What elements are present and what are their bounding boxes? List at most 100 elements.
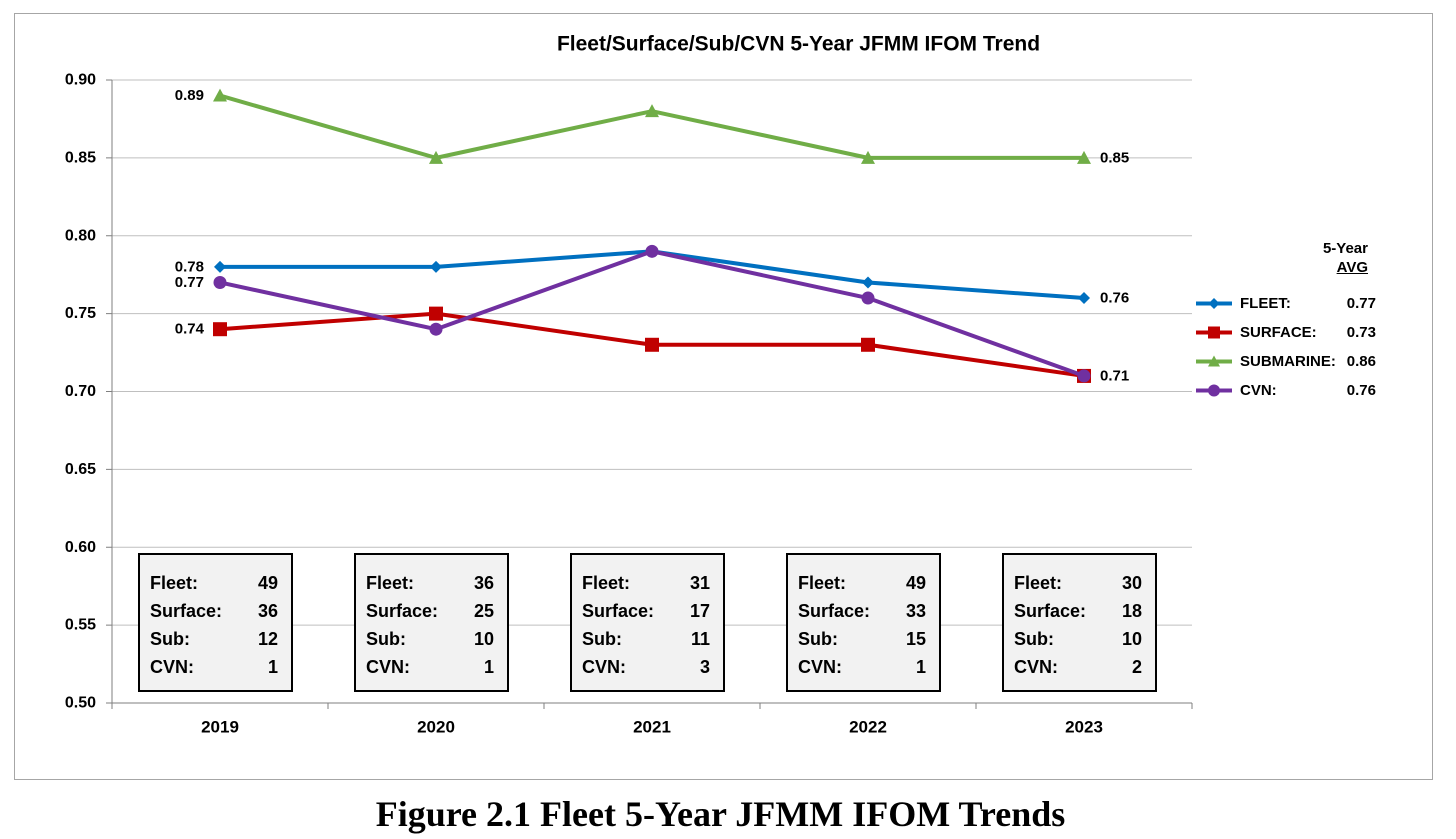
count-label: Fleet: xyxy=(150,573,199,593)
legend-series-avg: 0.76 xyxy=(1346,382,1376,399)
legend-item: CVN: 0.76 xyxy=(1196,376,1376,405)
count-value: 12 xyxy=(257,629,278,649)
figure-caption: Figure 2.1 Fleet 5-Year JFMM IFOM Trends xyxy=(375,794,1066,834)
count-row: Fleet: 30 xyxy=(1014,569,1142,597)
count-label: Surface: xyxy=(798,601,871,621)
legend-item: SUBMARINE: 0.86 xyxy=(1196,347,1376,376)
legend-header-line1: 5-Year xyxy=(1322,240,1368,257)
data-label: 0.74 xyxy=(175,321,205,338)
data-point xyxy=(429,306,443,321)
count-row: Fleet: 49 xyxy=(150,569,278,597)
count-row: CVN: 1 xyxy=(798,653,926,681)
legend-series-avg: 0.73 xyxy=(1346,324,1376,341)
count-row: CVN: 2 xyxy=(1014,653,1142,681)
y-tick-label: 0.55 xyxy=(65,617,96,634)
y-tick-label: 0.90 xyxy=(65,72,96,89)
data-point xyxy=(429,150,443,164)
count-row: Sub: 15 xyxy=(798,625,926,653)
count-box-2022: Fleet: 49 Surface: 33 Sub: 15 CVN: 1 xyxy=(786,553,941,692)
count-row: Surface: 18 xyxy=(1014,597,1142,625)
count-value: 1 xyxy=(267,657,278,677)
legend-item: SURFACE: 0.73 xyxy=(1196,318,1376,347)
data-point xyxy=(862,276,874,289)
count-value: 36 xyxy=(257,601,278,621)
count-box-2021: Fleet: 31 Surface: 17 Sub: 11 CVN: 3 xyxy=(570,553,725,692)
count-value: 31 xyxy=(689,573,710,593)
data-point xyxy=(213,88,227,102)
count-label: Surface: xyxy=(150,601,223,621)
data-point xyxy=(645,337,659,352)
data-label: 0.77 xyxy=(175,274,204,291)
legend-series-name: FLEET: xyxy=(1240,295,1291,312)
count-label: Fleet: xyxy=(366,573,415,593)
legend-swatch xyxy=(1196,384,1232,397)
count-label: CVN: xyxy=(366,657,410,677)
y-tick-label: 0.65 xyxy=(65,461,96,478)
data-label: 0.89 xyxy=(175,87,204,104)
y-tick-label: 0.75 xyxy=(65,305,96,322)
count-box-2023: Fleet: 30 Surface: 18 Sub: 10 CVN: 2 xyxy=(1002,553,1157,692)
data-label: 0.71 xyxy=(1100,367,1129,384)
data-point xyxy=(430,260,442,273)
count-row: Surface: 17 xyxy=(582,597,710,625)
legend-series-name: SURFACE: xyxy=(1240,324,1317,341)
count-label: Surface: xyxy=(1014,601,1087,621)
legend-series-name: CVN: xyxy=(1240,382,1277,399)
count-value: 15 xyxy=(905,629,926,649)
count-label: CVN: xyxy=(1014,657,1058,677)
count-row: CVN: 3 xyxy=(582,653,710,681)
count-row: Fleet: 36 xyxy=(366,569,494,597)
x-tick-label: 2021 xyxy=(633,718,671,737)
series-line-diamond xyxy=(220,249,1085,301)
count-label: Sub: xyxy=(366,629,406,649)
count-value: 10 xyxy=(473,629,494,649)
count-label: Surface: xyxy=(366,601,439,621)
count-value: 1 xyxy=(483,657,494,677)
count-label: Surface: xyxy=(582,601,655,621)
data-point xyxy=(1077,150,1091,164)
y-tick-label: 0.60 xyxy=(65,539,96,556)
count-label: CVN: xyxy=(798,657,842,677)
count-value: 2 xyxy=(1131,657,1142,677)
data-point xyxy=(213,275,227,289)
legend-swatch xyxy=(1196,326,1232,339)
count-row: Fleet: 49 xyxy=(798,569,926,597)
count-value: 10 xyxy=(1121,629,1142,649)
count-value: 18 xyxy=(1121,601,1142,621)
legend-header-line2: AVG xyxy=(1336,259,1368,276)
count-row: CVN: 1 xyxy=(366,653,494,681)
count-label: CVN: xyxy=(150,657,194,677)
legend-header: 5-Year AVG xyxy=(1196,239,1376,277)
x-tick-label: 2019 xyxy=(201,718,239,737)
y-tick-label: 0.80 xyxy=(65,227,96,244)
count-value: 30 xyxy=(1121,573,1142,593)
x-tick-label: 2023 xyxy=(1065,718,1103,737)
count-row: Surface: 36 xyxy=(150,597,278,625)
legend-series-avg: 0.86 xyxy=(1346,353,1376,370)
count-label: Sub: xyxy=(150,629,190,649)
count-value: 1 xyxy=(915,657,926,677)
count-box-2020: Fleet: 36 Surface: 25 Sub: 10 CVN: 1 xyxy=(354,553,509,692)
data-point xyxy=(429,322,443,336)
count-value: 11 xyxy=(690,629,710,649)
legend-swatch xyxy=(1196,355,1232,367)
count-label: Sub: xyxy=(582,629,622,649)
count-row: CVN: 1 xyxy=(150,653,278,681)
legend-series-avg: 0.77 xyxy=(1346,295,1376,312)
count-row: Sub: 11 xyxy=(582,625,710,653)
count-value: 17 xyxy=(689,601,710,621)
count-value: 3 xyxy=(699,657,710,677)
legend-swatch xyxy=(1196,298,1232,309)
count-label: Fleet: xyxy=(582,573,631,593)
count-row: Sub: 10 xyxy=(1014,625,1142,653)
count-value: 49 xyxy=(905,573,926,593)
count-label: CVN: xyxy=(582,657,626,677)
count-value: 36 xyxy=(473,573,494,593)
data-label: 0.85 xyxy=(1100,149,1129,166)
count-label: Fleet: xyxy=(1014,573,1063,593)
data-point xyxy=(1078,292,1090,305)
y-tick-label: 0.50 xyxy=(65,695,96,712)
legend-item: FLEET: 0.77 xyxy=(1196,289,1376,318)
chart-title: Fleet/Surface/Sub/CVN 5-Year JFMM IFOM T… xyxy=(557,33,1040,56)
count-value: 25 xyxy=(473,601,494,621)
